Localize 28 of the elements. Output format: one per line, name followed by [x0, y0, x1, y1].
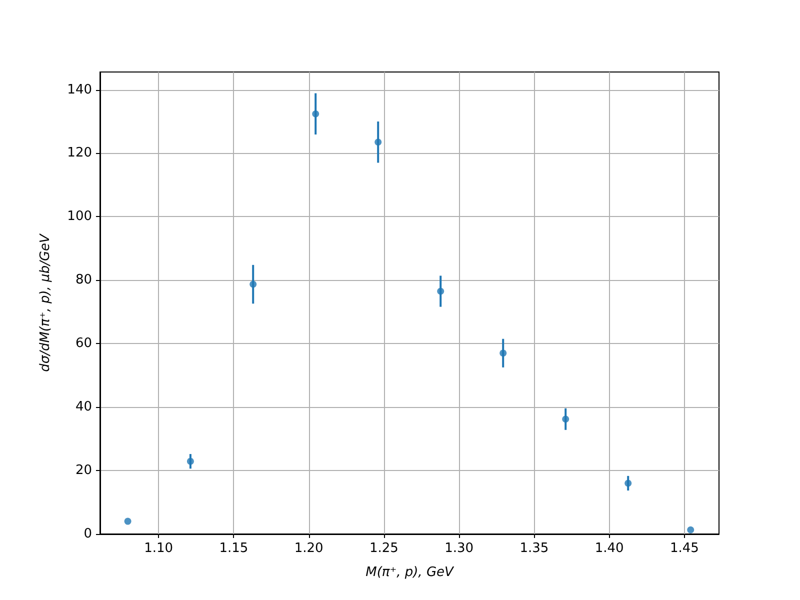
- y-tick-label: 80: [75, 272, 92, 288]
- y-tick-label: 140: [67, 82, 92, 98]
- x-tick-label: 1.15: [219, 541, 248, 556]
- y-tick-label: 0: [84, 526, 92, 542]
- point: [624, 480, 632, 487]
- x-axis-title: M(π⁺, p), GeV: [366, 565, 455, 580]
- point: [687, 526, 694, 534]
- y-tick-label: 120: [67, 146, 92, 161]
- x-tick-label: 1.20: [294, 541, 324, 556]
- point: [186, 458, 194, 465]
- x-tick-label: 1.30: [444, 541, 474, 556]
- y-tick-label: 40: [75, 400, 92, 415]
- point: [437, 288, 444, 295]
- x-tick-label: 1.45: [670, 541, 699, 556]
- y-tick-label: 20: [75, 463, 92, 478]
- point: [500, 350, 507, 357]
- point: [562, 416, 570, 423]
- x-tick-label: 1.10: [144, 541, 174, 556]
- y-axis-title: dσ/dM(π⁺, p), μb/GeV: [38, 232, 53, 372]
- x-tick-label: 1.40: [594, 541, 624, 556]
- x-tick-label: 1.25: [369, 541, 398, 556]
- y-tick-label: 60: [75, 336, 92, 352]
- point: [374, 138, 382, 146]
- point: [312, 110, 320, 118]
- point: [250, 280, 257, 288]
- point: [124, 518, 132, 525]
- x-tick-label: 1.35: [520, 541, 549, 556]
- y-tick-label: 100: [67, 209, 92, 224]
